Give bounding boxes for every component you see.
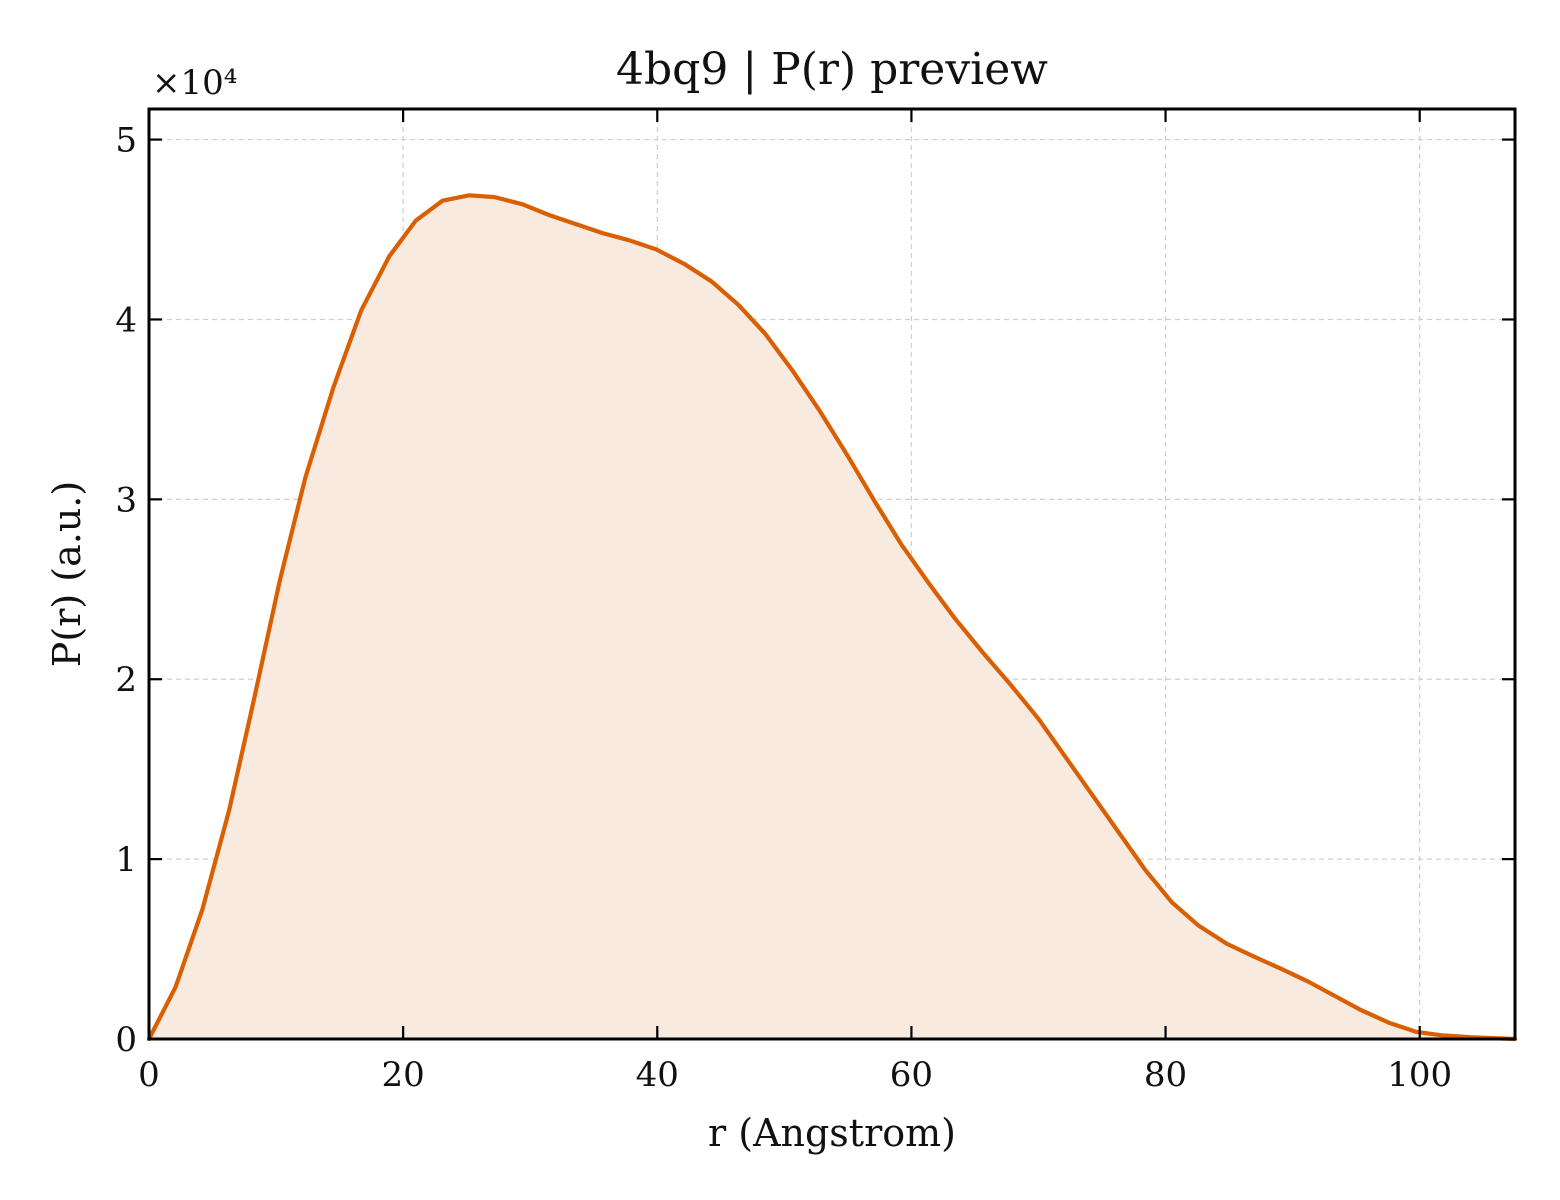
chart-title: 4bq9 | P(r) preview <box>616 44 1048 95</box>
plot-frame <box>147 107 1517 1041</box>
y-tick-label: 5 <box>115 121 137 161</box>
x-tick-label: 60 <box>890 1055 933 1095</box>
x-tick-label: 80 <box>1144 1055 1187 1095</box>
y-tick-label: 1 <box>115 840 137 880</box>
x-axis-label: r (Angstrom) <box>708 1111 956 1155</box>
y-multiplier-label: ×10⁴ <box>152 63 237 103</box>
y-tick-label: 2 <box>115 660 137 700</box>
axis-tick-labels: 0 20 40 60 80 100 0 1 2 3 4 5 <box>115 121 1452 1095</box>
y-tick-label: 0 <box>115 1020 137 1060</box>
x-tick-label: 0 <box>138 1055 160 1095</box>
y-axis-label: P(r) (a.u.) <box>45 481 89 667</box>
pr-area-fill <box>149 195 1515 1040</box>
x-tick-label: 40 <box>636 1055 679 1095</box>
y-tick-label: 3 <box>115 480 137 520</box>
x-tick-label: 100 <box>1387 1055 1452 1095</box>
y-tick-label: 4 <box>115 300 137 340</box>
x-tick-label: 20 <box>382 1055 425 1095</box>
